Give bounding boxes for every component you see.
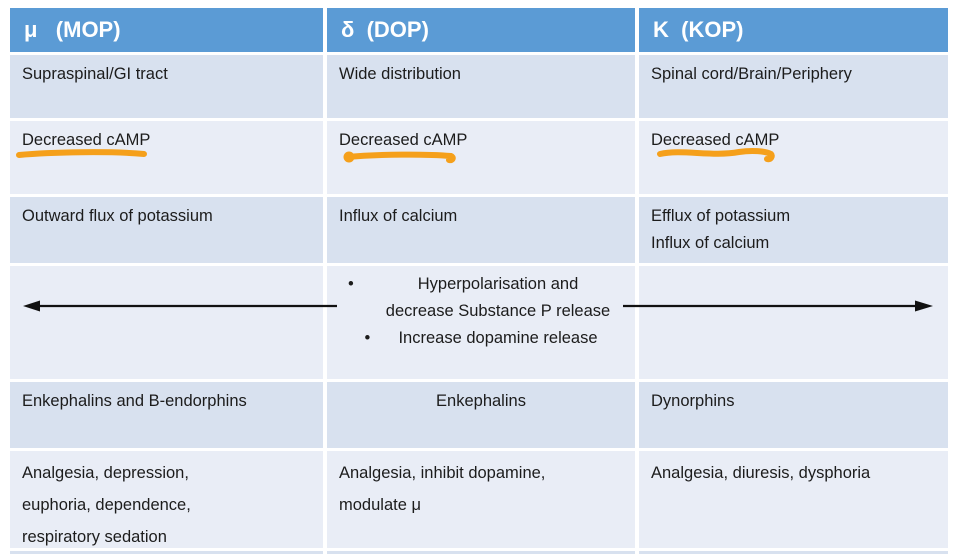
camp-text-mop: Decreased cAMP [22, 131, 151, 149]
camp-text-dop: Decreased cAMP [339, 131, 468, 149]
row-clipped-bottom [10, 551, 948, 554]
header-dop: δ (DOP) [327, 8, 635, 52]
row-effects: • Hyperpolarisation and decrease Substan… [10, 266, 948, 379]
cell-clinical-kop: Analgesia, diuresis, dysphoria [639, 451, 948, 548]
row-distribution: Supraspinal/GI tract Wide distribution S… [10, 55, 948, 118]
clipped-cell [10, 551, 323, 554]
left-arrow-icon [23, 300, 337, 312]
cell-distribution-dop: Wide distribution [327, 55, 635, 118]
bullet-icon: • [348, 275, 354, 293]
opioid-receptor-table: μ (MOP) δ (DOP) Κ (KOP) Supraspinal/GI t… [10, 8, 948, 554]
cell-ligands-mop: Enkephalins and B-endorphins [10, 382, 323, 448]
header-mop: μ (MOP) [10, 8, 323, 52]
cell-ligands-dop: Enkephalins [327, 382, 635, 448]
cell-effects-right [639, 266, 948, 379]
clipped-cell [639, 551, 948, 554]
effects-bullet-1: • Hyperpolarisation and decrease Substan… [339, 271, 623, 325]
camp-text-kop: Decreased cAMP [651, 131, 780, 149]
row-clinical-effects: Analgesia, depression, euphoria, depende… [10, 451, 948, 548]
cell-camp-kop: Decreased cAMP [639, 121, 948, 194]
cell-clinical-mop: Analgesia, depression, euphoria, depende… [10, 451, 323, 548]
clipped-cell [327, 551, 635, 554]
cell-distribution-mop: Supraspinal/GI tract [10, 55, 323, 118]
cell-clinical-dop: Analgesia, inhibit dopamine, modulate μ [327, 451, 635, 548]
cell-distribution-kop: Spinal cord/Brain/Periphery [639, 55, 948, 118]
cell-camp-mop: Decreased cAMP [10, 121, 323, 194]
bullet-icon: • [364, 329, 371, 347]
bidirectional-arrows [23, 300, 933, 312]
effects-bullet-2-text: Increase dopamine release [398, 329, 598, 347]
cell-camp-dop: Decreased cAMP [327, 121, 635, 194]
orange-highlight-icon [16, 149, 147, 158]
cell-ligands-kop: Dynorphins [639, 382, 948, 448]
cell-ionflux-dop: Influx of calcium [327, 197, 635, 263]
cell-ionflux-mop: Outward flux of potassium [10, 197, 323, 263]
effects-bullet-2: • Increase dopamine release [339, 325, 623, 352]
cell-effects-left [10, 266, 323, 379]
header-kop: Κ (KOP) [639, 8, 948, 52]
row-ion-flux: Outward flux of potassium Influx of calc… [10, 197, 948, 263]
cell-effects-center: • Hyperpolarisation and decrease Substan… [327, 266, 635, 379]
row-camp: Decreased cAMP Decreased cAMP Decreased … [10, 121, 948, 194]
right-arrow-icon [623, 300, 933, 312]
cell-ionflux-kop: Efflux of potassium Influx of calcium [639, 197, 948, 263]
row-ligands: Enkephalins and B-endorphins Enkephalins… [10, 382, 948, 448]
orange-highlight-icon [343, 151, 456, 164]
table-header-row: μ (MOP) δ (DOP) Κ (KOP) [10, 8, 948, 52]
effects-bullet-1-text: Hyperpolarisation and decrease Substance… [385, 275, 611, 320]
